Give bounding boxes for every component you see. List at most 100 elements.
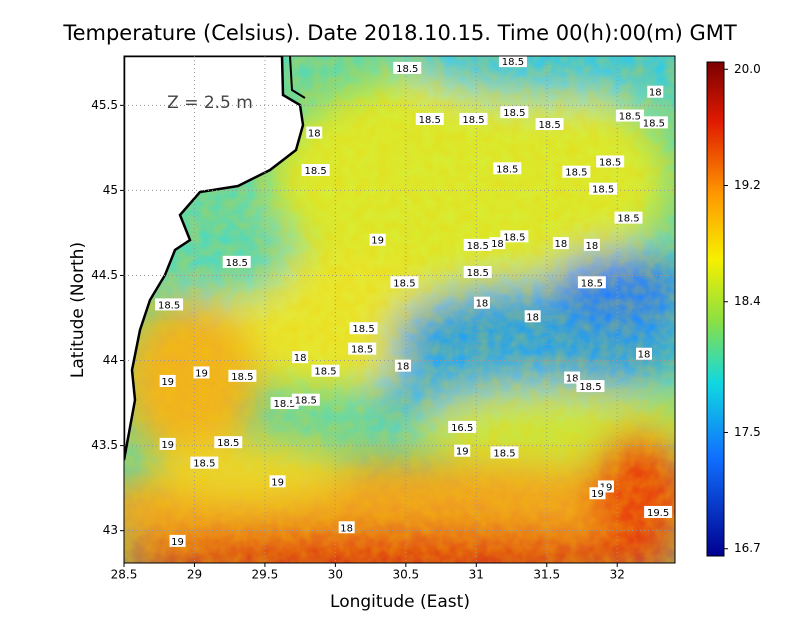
- contour-label-box: [644, 505, 673, 518]
- contour-label: 19: [171, 537, 184, 548]
- contour-label: 18.5: [462, 115, 484, 126]
- contour-label-box: [159, 437, 176, 450]
- map-title: Temperature (Celsius). Date 2018.10.15. …: [62, 21, 737, 45]
- contour-label-box: [193, 366, 210, 379]
- contour-label: 18: [585, 241, 598, 252]
- contour-label-box: [500, 230, 529, 243]
- contour-label: 18.5: [419, 115, 441, 126]
- x-tick-label: 28.5: [111, 568, 138, 582]
- contour-label-box: [349, 322, 378, 335]
- contour-label-box: [564, 371, 581, 384]
- contour-label-box: [473, 296, 490, 309]
- contour-label: 18: [638, 350, 651, 361]
- contour-label-box: [454, 444, 471, 457]
- contour-label-box: [524, 310, 541, 323]
- contour-label: 18: [308, 129, 321, 140]
- colorbar-tick-label: 17.5: [734, 425, 761, 439]
- contour-label: 19.5: [647, 508, 669, 519]
- contour-label: 18.5: [305, 166, 327, 177]
- contour-label: 18: [649, 88, 662, 99]
- contour-label: 18.5: [579, 382, 601, 393]
- contour-label: 18.5: [493, 448, 515, 459]
- contour-label: 18: [294, 353, 307, 364]
- contour-label-box: [291, 393, 320, 406]
- contour-label: 18.5: [502, 57, 524, 68]
- contour-label: 18.5: [351, 345, 373, 356]
- y-tick-label: 43: [103, 523, 118, 537]
- contour-label-box: [583, 238, 600, 251]
- contour-label: 18: [340, 523, 353, 534]
- contour-label: 18.5: [352, 324, 374, 335]
- contour-label-box: [493, 162, 522, 175]
- contour-label: 19: [371, 236, 384, 247]
- contour-label-box: [614, 211, 643, 224]
- contour-label-box: [270, 397, 299, 410]
- colorbar: [706, 61, 725, 557]
- colorbar-tick-label: 20.0: [734, 62, 761, 76]
- contour-label-box: [159, 374, 176, 387]
- contour-label: 18.5: [643, 118, 665, 129]
- contour-label: 18.5: [538, 120, 560, 131]
- contour-label-box: [552, 237, 569, 250]
- contour-label-box: [415, 112, 444, 125]
- x-tick-label: 32: [610, 568, 625, 582]
- contour-label: 19: [591, 489, 604, 500]
- contour-label-box: [589, 487, 606, 500]
- y-tick-label: 44.5: [91, 268, 118, 282]
- contour-label-box: [338, 521, 355, 534]
- contour-label-box: [639, 116, 668, 129]
- contour-label: 19: [456, 447, 469, 458]
- y-tick-label: 45.5: [91, 98, 118, 112]
- contour-label-box: [292, 351, 309, 364]
- contour-label-box: [615, 109, 644, 122]
- contour-label: 18.5: [592, 185, 614, 196]
- contour-label: 19: [161, 377, 174, 388]
- contour-label: 19: [271, 477, 284, 488]
- contour-label: 18.5: [599, 157, 621, 168]
- x-tick-label: 31.5: [533, 568, 560, 582]
- contour-label-box: [562, 165, 591, 178]
- contour-label-box: [393, 61, 422, 74]
- contour-label: 18.5: [295, 396, 317, 407]
- contour-label: 18: [554, 239, 567, 250]
- x-tick-label: 30: [328, 568, 343, 582]
- contour-label: 18.5: [565, 168, 587, 179]
- contour-label-box: [535, 118, 564, 131]
- contour-label: 18: [566, 374, 579, 385]
- contour-label-box: [311, 364, 340, 377]
- contour-label: 18: [397, 362, 410, 373]
- x-tick-label: 29.5: [252, 568, 279, 582]
- y-tick-label: 43.5: [91, 438, 118, 452]
- contour-label: 18.5: [496, 164, 518, 175]
- contour-label-box: [498, 56, 527, 68]
- contour-label-box: [463, 238, 492, 251]
- contour-label-box: [301, 163, 330, 176]
- contour-label-box: [390, 276, 419, 289]
- contour-label-box: [214, 436, 243, 449]
- contour-label: 19: [195, 368, 208, 379]
- x-tick-label: 31: [469, 568, 484, 582]
- contour-label: 18.5: [274, 399, 296, 410]
- contour-label: 18.5: [581, 278, 603, 289]
- contour-label: 18: [476, 299, 489, 310]
- colorbar-tick-label: 18.4: [734, 294, 761, 308]
- plot-frame: [123, 55, 676, 564]
- y-tick-label: 44: [103, 353, 118, 367]
- contour-label-box: [576, 380, 605, 393]
- contour-label: 18.5: [619, 112, 641, 123]
- contour-label-box: [589, 182, 618, 195]
- contour-label-box: [448, 420, 477, 433]
- contour-label: 18.5: [314, 367, 336, 378]
- depth-annotation: Z = 2.5 m: [167, 93, 253, 113]
- colorbar-tick-label: 16.7: [734, 541, 761, 555]
- contour-label-box: [596, 155, 625, 168]
- contour-label: 18.5: [231, 372, 253, 383]
- contour-label-box: [369, 233, 386, 246]
- contour-label-box: [500, 106, 529, 119]
- x-axis-label: Longitude (East): [330, 592, 470, 612]
- contour-label: 18.5: [158, 300, 180, 311]
- contour-label: 18: [491, 239, 504, 250]
- contour-label-box: [306, 126, 323, 139]
- x-tick-label: 30.5: [392, 568, 419, 582]
